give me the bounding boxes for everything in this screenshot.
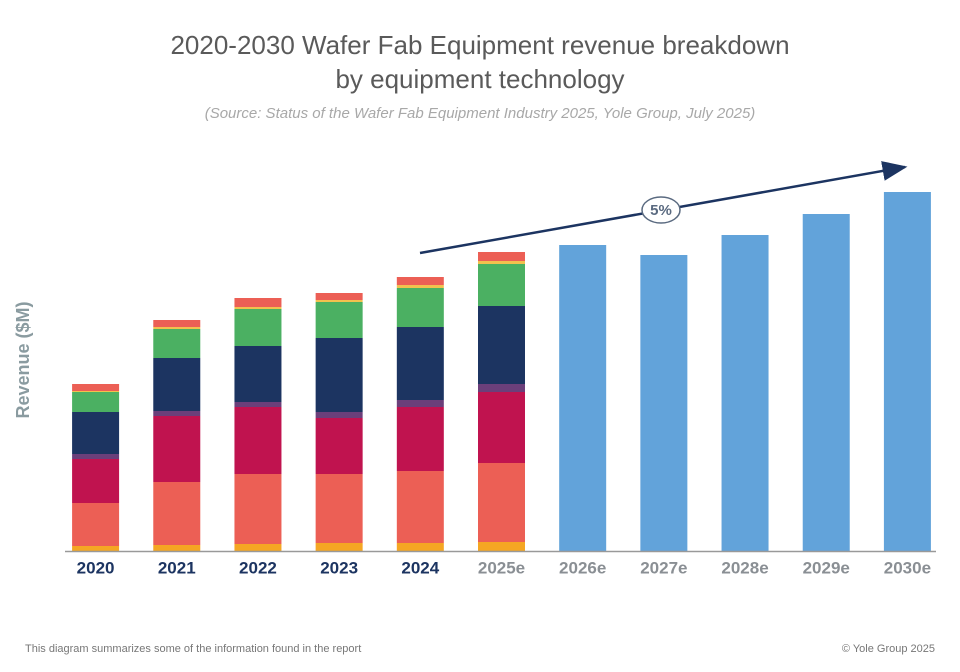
bar-segment <box>396 407 444 471</box>
bar-segment <box>234 298 282 307</box>
x-tick-label: 2022 <box>239 558 277 577</box>
bar-segment <box>72 384 120 391</box>
x-tick-label: 2029e <box>803 558 850 577</box>
bar-segment <box>315 418 363 474</box>
bar-segment <box>234 407 282 474</box>
bar-segment <box>153 320 201 327</box>
bar-segment <box>396 277 444 285</box>
x-tick-label: 2027e <box>640 558 687 577</box>
bar-segment <box>153 545 201 551</box>
bar-segment <box>72 392 120 412</box>
bar-segment <box>315 293 363 300</box>
bar-segment <box>478 264 525 306</box>
footer: © Yole Group 2025 <box>842 643 935 655</box>
bar-segment <box>234 402 282 407</box>
bar-segment <box>559 245 607 551</box>
bar-segment <box>315 338 363 412</box>
x-tick-label: 2020 <box>77 558 115 577</box>
annotation: 5% <box>650 202 672 219</box>
bar-segment <box>721 235 769 551</box>
bar-segment <box>396 471 444 543</box>
bar-segment <box>153 416 201 482</box>
bar-segment <box>396 543 444 551</box>
bar-segment <box>315 302 363 338</box>
chart-title: 2020-2030 Wafer Fab Equipment revenue br… <box>170 30 789 60</box>
bar-segment <box>883 192 931 551</box>
bar-segment <box>396 285 444 288</box>
bar-segment <box>478 261 525 264</box>
bar-segment <box>72 412 120 454</box>
bar-segment <box>315 543 363 551</box>
bar-segment <box>478 463 525 542</box>
bar-segment <box>153 327 201 329</box>
x-tick-label: 2030e <box>884 558 931 577</box>
bar-segment <box>234 346 282 402</box>
bar-segment <box>396 288 444 327</box>
bar-segment <box>478 392 525 463</box>
bar-segment <box>802 214 850 551</box>
bar-segment <box>640 255 688 551</box>
bar-segment <box>153 482 201 545</box>
bar-segment <box>396 327 444 400</box>
bar-segment <box>478 306 525 384</box>
bar-segment <box>72 503 120 546</box>
annotation-badge <box>641 196 681 224</box>
x-tick-label: 2021 <box>158 558 196 577</box>
x-tick-label: 2024 <box>401 558 439 577</box>
chart-title: by equipment technology <box>335 64 624 94</box>
bar-segment <box>153 329 201 358</box>
x-tick-label: 2028e <box>721 558 768 577</box>
bar-segment <box>72 546 120 551</box>
footer: This diagram summarizes some of the info… <box>25 643 361 655</box>
bar-segment <box>315 474 363 543</box>
bar-segment <box>478 384 525 392</box>
bar-segment <box>478 542 525 551</box>
chart-subtitle: (Source: Status of the Wafer Fab Equipme… <box>205 105 756 122</box>
y-axis-label: Revenue ($M) <box>13 301 33 418</box>
bar-segment <box>72 454 120 459</box>
bar-segment <box>396 400 444 407</box>
x-tick-label: 2023 <box>320 558 358 577</box>
bar-segment <box>234 307 282 309</box>
bar-segment <box>234 474 282 544</box>
bar-segment <box>153 358 201 411</box>
bar-segment <box>478 252 525 261</box>
bar-segment <box>315 300 363 302</box>
bar-segment <box>72 459 120 503</box>
bar-segment <box>315 412 363 418</box>
bar-segment <box>153 411 201 416</box>
x-tick-label: 2025e <box>478 558 525 577</box>
bar-segment <box>234 544 282 551</box>
x-tick-label: 2026e <box>559 558 606 577</box>
bar-segment <box>234 309 282 346</box>
bar-segment <box>72 391 120 392</box>
